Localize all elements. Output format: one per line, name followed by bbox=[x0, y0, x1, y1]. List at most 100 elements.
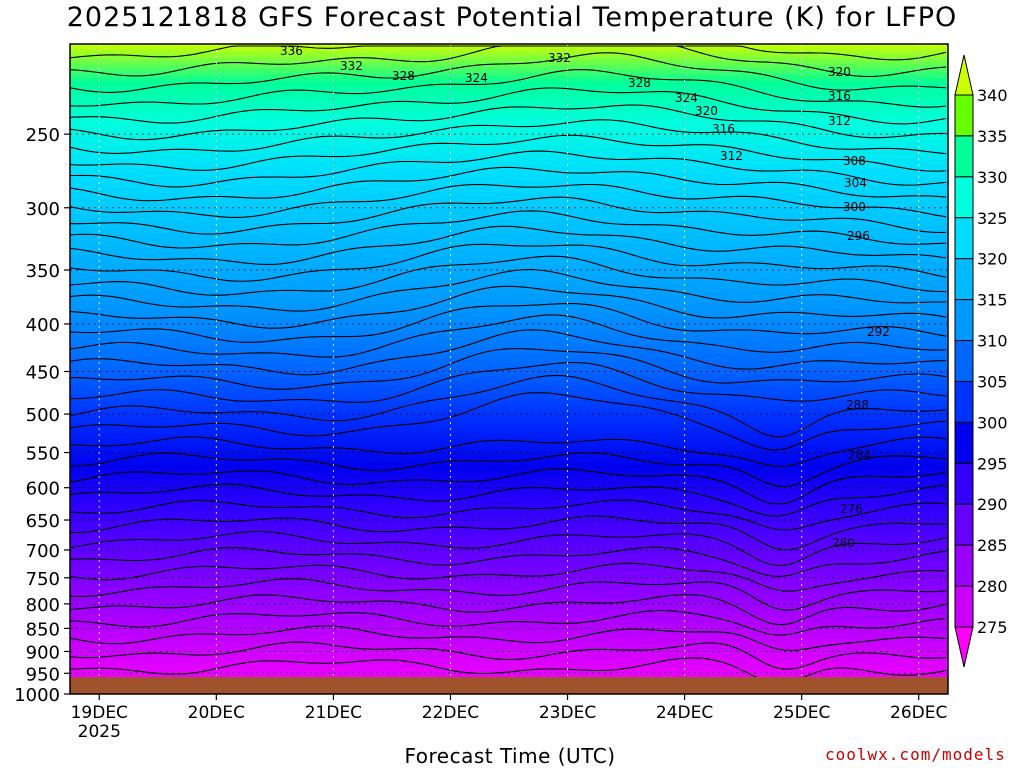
colorbar-segment bbox=[954, 380, 974, 423]
colorbar-label: 300 bbox=[977, 413, 1008, 432]
colorbar-label: 310 bbox=[977, 332, 1008, 351]
colorbar-segment bbox=[954, 544, 974, 587]
ground-surface bbox=[70, 677, 948, 694]
contour-line bbox=[69, 225, 947, 265]
colorbar-label: 290 bbox=[977, 495, 1008, 514]
colorbar-label: 275 bbox=[977, 618, 1008, 637]
axes: 2503003504004505005506006507007508008509… bbox=[14, 43, 949, 742]
contour-label: 308 bbox=[843, 154, 866, 168]
contour-line bbox=[70, 436, 947, 467]
x-tick-sublabel: 2025 bbox=[78, 722, 121, 742]
y-tick-label: 550 bbox=[26, 444, 60, 465]
colorbar-segment bbox=[954, 176, 974, 219]
x-tick-label: 20DEC bbox=[188, 703, 245, 723]
contour-label: 312 bbox=[720, 149, 743, 163]
contour-label: 304 bbox=[844, 176, 867, 190]
y-tick-label: 800 bbox=[26, 595, 60, 616]
contour-label: 328 bbox=[392, 69, 415, 83]
colorbar: 340 335 330 325 320 315 310 305 300 295 290 285 280 2… bbox=[954, 54, 1008, 668]
plot-frame bbox=[69, 43, 949, 695]
x-tick-label: 19DEC bbox=[71, 703, 128, 723]
contour-label: 320 bbox=[695, 104, 718, 118]
contour-label: 336 bbox=[280, 44, 303, 58]
contour-label: 280 bbox=[832, 536, 855, 550]
colorbar-label: 285 bbox=[977, 536, 1008, 555]
colorbar-segment bbox=[954, 462, 974, 505]
contour-line bbox=[69, 625, 947, 652]
contour-line bbox=[69, 255, 947, 296]
y-tick-label: 900 bbox=[26, 642, 60, 663]
colorbar-segment bbox=[954, 217, 974, 260]
x-tick-label: 26DEC bbox=[890, 703, 947, 723]
contour-lines bbox=[69, 45, 947, 684]
x-tick-label: 21DEC bbox=[305, 703, 362, 723]
contour-line bbox=[69, 314, 947, 358]
contour-line bbox=[69, 119, 947, 155]
colorbar-segment bbox=[954, 340, 974, 382]
contour-line bbox=[69, 183, 947, 218]
colorbar-label: 305 bbox=[977, 372, 1008, 391]
page-title: 2025121818 GFS Forecast Potential Temper… bbox=[66, 2, 958, 33]
contour-label: 320 bbox=[828, 65, 851, 79]
contour-label: 312 bbox=[828, 114, 851, 128]
y-tick-label: 850 bbox=[26, 619, 60, 640]
contour-line bbox=[69, 104, 946, 141]
colorbar-segment bbox=[954, 94, 974, 137]
colorbar-segment bbox=[954, 258, 974, 301]
colorbar-bottom-arrow bbox=[954, 626, 974, 668]
y-tick-label: 950 bbox=[26, 664, 60, 685]
contour-line bbox=[69, 69, 947, 108]
contour-line bbox=[69, 641, 947, 670]
contour-line bbox=[69, 374, 947, 438]
contour-line bbox=[69, 52, 947, 93]
colorbar-label: 320 bbox=[977, 250, 1008, 269]
contour-line bbox=[69, 196, 947, 235]
x-tick-label: 22DEC bbox=[422, 703, 479, 723]
contour-label: 328 bbox=[628, 76, 651, 90]
contour-line bbox=[69, 329, 946, 376]
x-tick-label: 25DEC bbox=[773, 703, 830, 723]
y-tick-label: 600 bbox=[26, 479, 60, 500]
y-tick-label: 500 bbox=[26, 405, 60, 426]
x-axis-label: Forecast Time (UTC) bbox=[404, 744, 616, 768]
colorbar-segment bbox=[954, 421, 974, 464]
contour-line bbox=[70, 348, 947, 390]
y-tick-label: 250 bbox=[26, 125, 60, 146]
y-tick-label: 750 bbox=[26, 569, 60, 590]
contour-label: 284 bbox=[848, 448, 871, 462]
y-tick-label: 1000 bbox=[14, 685, 60, 706]
colorbar-segment bbox=[954, 299, 974, 342]
colorbar-label: 325 bbox=[977, 209, 1008, 228]
y-tick-label: 450 bbox=[26, 363, 60, 384]
colorbar-top-arrow bbox=[954, 54, 974, 96]
contour-label: 332 bbox=[548, 51, 571, 65]
contour-line bbox=[69, 594, 947, 626]
colorbar-label: 315 bbox=[977, 291, 1008, 310]
contour-line bbox=[69, 483, 947, 517]
contour-label: 288 bbox=[846, 398, 869, 412]
contour-label: 324 bbox=[675, 91, 698, 105]
y-tick-label: 350 bbox=[26, 261, 60, 282]
contour-line bbox=[69, 578, 947, 611]
y-tick-label: 650 bbox=[26, 511, 60, 532]
contour-label: 296 bbox=[847, 229, 870, 243]
contour-line bbox=[69, 210, 947, 249]
colorbar-segment bbox=[954, 585, 974, 628]
contour-label: 292 bbox=[867, 325, 890, 339]
colorbar-segment bbox=[954, 135, 974, 178]
colorbar-label: 335 bbox=[977, 127, 1008, 146]
colorbar-label: 295 bbox=[977, 454, 1008, 473]
contour-label: 276 bbox=[840, 502, 863, 516]
contour-label: 316 bbox=[828, 89, 851, 103]
contour-label: 316 bbox=[712, 122, 735, 136]
colorbar-label: 330 bbox=[977, 168, 1008, 187]
contour-line bbox=[69, 468, 947, 505]
y-tick-label: 700 bbox=[26, 541, 60, 562]
y-tick-label: 400 bbox=[26, 315, 60, 336]
contour-line bbox=[69, 269, 946, 312]
colorbar-label: 340 bbox=[977, 86, 1008, 105]
y-tick-label: 300 bbox=[26, 199, 60, 220]
colorbar-segment bbox=[954, 503, 974, 546]
